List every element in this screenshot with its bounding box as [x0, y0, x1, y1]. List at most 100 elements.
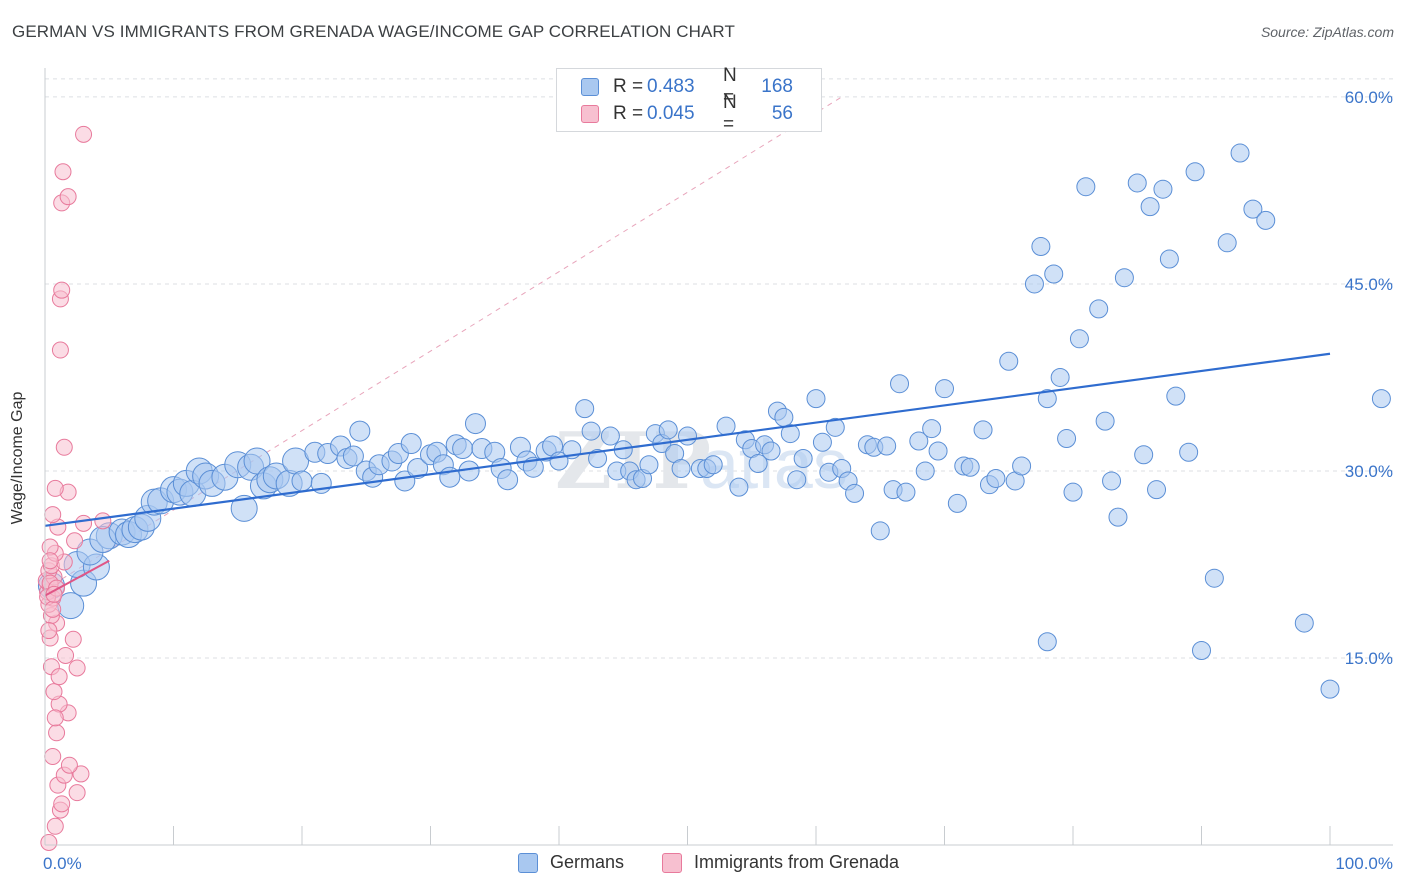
- germans-point: [787, 470, 807, 490]
- germans-point: [922, 419, 942, 439]
- germans-point: [658, 420, 678, 440]
- germans-point: [1012, 456, 1032, 476]
- grenada-point: [53, 795, 71, 813]
- germans-point: [793, 449, 813, 468]
- germans-point: [1294, 613, 1314, 633]
- grenada-point: [40, 834, 58, 852]
- germans-point: [1243, 199, 1263, 219]
- germans-swatch: [581, 78, 599, 96]
- germans-point: [1140, 197, 1160, 217]
- germans-point: [1037, 389, 1057, 409]
- reference-diagonal-line: [44, 96, 842, 590]
- grenada-point: [51, 341, 69, 359]
- germans-point: [1153, 179, 1173, 199]
- n-label: N =: [723, 92, 737, 135]
- germans-point: [1192, 641, 1211, 661]
- germans-point: [1037, 632, 1057, 652]
- grenada-point: [66, 532, 84, 550]
- germans-point: [716, 416, 736, 436]
- grenada-point: [94, 512, 112, 530]
- grenada-point: [44, 600, 62, 618]
- germans-point: [581, 421, 601, 441]
- germans-point: [1217, 233, 1237, 253]
- germans-point: [909, 431, 929, 451]
- legend-item-germans[interactable]: Germans: [518, 852, 624, 873]
- y-tick-label: 15.0%: [1345, 649, 1393, 668]
- germans-point: [825, 417, 845, 437]
- stats-legend: R = 0.483 N = 168 R = 0.045 N = 56: [556, 65, 822, 135]
- germans-point: [588, 449, 608, 468]
- germans-point: [1031, 237, 1051, 257]
- grenada-point: [57, 646, 75, 664]
- germans-point: [1063, 482, 1083, 502]
- r-label: R =: [613, 103, 644, 124]
- germans-point: [349, 420, 371, 442]
- series-legend: Germans Immigrants from Grenada: [0, 852, 1406, 878]
- germans-point: [230, 494, 258, 522]
- germans-point: [1108, 507, 1128, 527]
- grenada-point: [44, 506, 62, 524]
- germans-point: [1134, 445, 1154, 465]
- germans-point: [1069, 329, 1089, 349]
- germans-point: [780, 424, 800, 444]
- germans-point: [575, 399, 595, 419]
- germans-point: [845, 483, 865, 503]
- germans-point: [497, 469, 519, 491]
- germans-point: [1179, 442, 1199, 462]
- axis-layer: 15.0% 30.0% 45.0% 60.0% 0.0% 100.0%: [43, 68, 1393, 873]
- reference-line-layer: [44, 96, 842, 590]
- y-tick-label: 60.0%: [1345, 88, 1393, 107]
- germans-point: [291, 470, 313, 492]
- germans-point: [464, 413, 486, 435]
- grenada-point: [54, 163, 72, 181]
- grenada-point: [44, 747, 62, 765]
- grenada-point: [75, 514, 93, 532]
- n-value: 56: [771, 103, 793, 124]
- germans-legend-swatch: [518, 852, 538, 873]
- germans-point: [806, 389, 826, 409]
- germans-point: [671, 458, 691, 478]
- grenada-point: [60, 756, 78, 774]
- grenada-point: [68, 784, 86, 802]
- germans-point: [1057, 429, 1077, 449]
- germans-point: [1371, 389, 1391, 409]
- germans-point: [1320, 679, 1340, 699]
- r-label: R =: [613, 76, 644, 97]
- grenada-point: [68, 659, 86, 677]
- germans-point: [935, 379, 954, 399]
- germans-point: [600, 426, 620, 446]
- germans-point: [1230, 143, 1250, 163]
- y-axis-title: Wage/Income Gap: [9, 391, 26, 525]
- grenada-trend-line: [44, 559, 110, 597]
- grenada-point: [40, 622, 58, 640]
- germans-point: [877, 436, 897, 456]
- x-tick-label: 100.0%: [1335, 854, 1393, 873]
- germans-point: [1159, 249, 1179, 269]
- y-tick-label: 30.0%: [1345, 462, 1393, 481]
- germans-trend-line: [44, 352, 1331, 527]
- grenada-point: [72, 765, 90, 783]
- points-layer: [37, 125, 1391, 852]
- grenada-point: [45, 683, 63, 701]
- germans-point: [243, 447, 271, 475]
- germans-point: [973, 420, 993, 440]
- stats-legend-row-grenada: R = 0.045 N = 56: [581, 92, 793, 135]
- germans-point: [1185, 162, 1205, 182]
- grenada-point: [55, 438, 73, 456]
- germans-point: [1044, 264, 1064, 284]
- germans-point: [890, 374, 910, 394]
- grenada-point: [75, 125, 93, 143]
- germans-point: [1114, 268, 1134, 288]
- grenada-point: [46, 709, 64, 727]
- grenada-point: [59, 188, 77, 206]
- grenada-point: [41, 552, 59, 570]
- x-tick-label: 0.0%: [43, 854, 82, 873]
- stats-legend-row-germans: R = 0.483 N = 168: [581, 65, 793, 108]
- germans-point: [1024, 274, 1044, 294]
- source-label: Source: ZipAtlas.com: [1260, 24, 1394, 40]
- legend-item-grenada[interactable]: Immigrants from Grenada: [662, 852, 899, 873]
- germans-point: [928, 441, 948, 461]
- germans-point: [1089, 299, 1109, 319]
- germans-point: [761, 441, 781, 461]
- germans-point: [999, 351, 1019, 371]
